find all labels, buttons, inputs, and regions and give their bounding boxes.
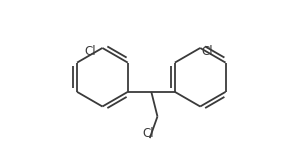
Text: Cl: Cl [202, 45, 214, 58]
Text: Cl: Cl [85, 45, 96, 58]
Text: Cl: Cl [143, 127, 154, 140]
